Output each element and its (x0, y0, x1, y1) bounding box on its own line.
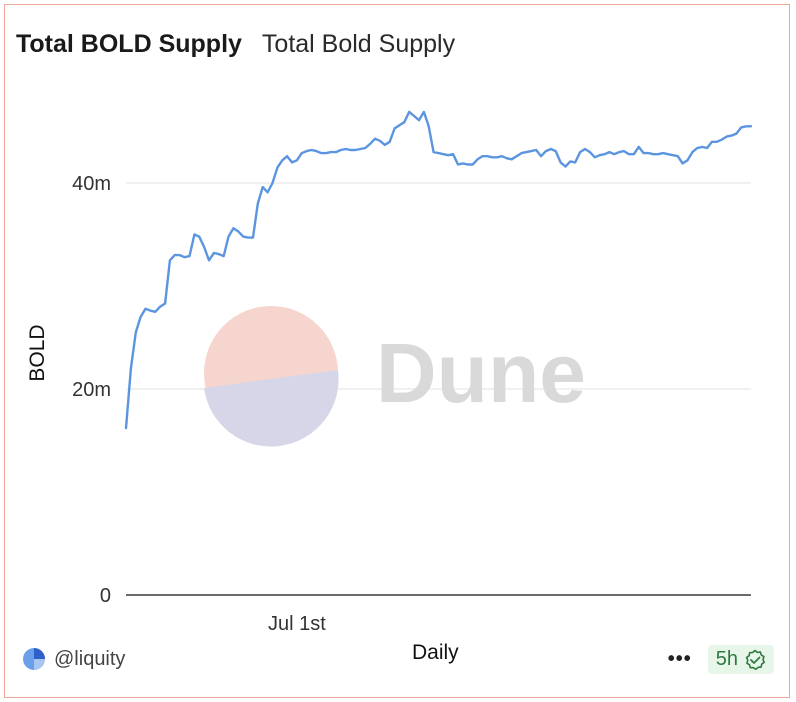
chart-title[interactable]: Total BOLD Supply (16, 30, 242, 58)
footer-owner[interactable]: @liquity (22, 647, 125, 671)
liquity-logo-icon (23, 648, 45, 670)
series-line[interactable] (124, 110, 753, 430)
verified-check-icon (745, 649, 765, 670)
dune-watermark: Dune (204, 306, 586, 447)
x-axis-ticks: Jul 1st (268, 613, 326, 635)
chart-card (4, 4, 790, 698)
watermark-logo-bottom (204, 370, 339, 447)
chart-subtitle: Total Bold Supply (261, 30, 456, 58)
y-tick-label: 0 (100, 585, 111, 607)
freshness-badge[interactable]: 5h (707, 645, 774, 674)
owner-handle[interactable]: @liquity (54, 647, 126, 670)
x-tick-label: Jul 1st (268, 613, 326, 635)
y-tick-label: 20m (72, 379, 111, 401)
y-axis-ticks: 0 20m 40m (72, 173, 111, 607)
y-axis-label: BOLD (26, 324, 49, 381)
footer-actions: ••• 5h (668, 645, 774, 674)
series-group (124, 110, 753, 430)
y-tick-label: 40m (72, 173, 111, 195)
more-dots-icon[interactable]: ••• (667, 648, 692, 670)
x-axis-label: Daily (412, 641, 459, 664)
freshness-label: 5h (715, 648, 738, 670)
watermark-text: Dune (376, 326, 586, 420)
chart-header: Total BOLD Supply Total Bold Supply (16, 30, 455, 59)
